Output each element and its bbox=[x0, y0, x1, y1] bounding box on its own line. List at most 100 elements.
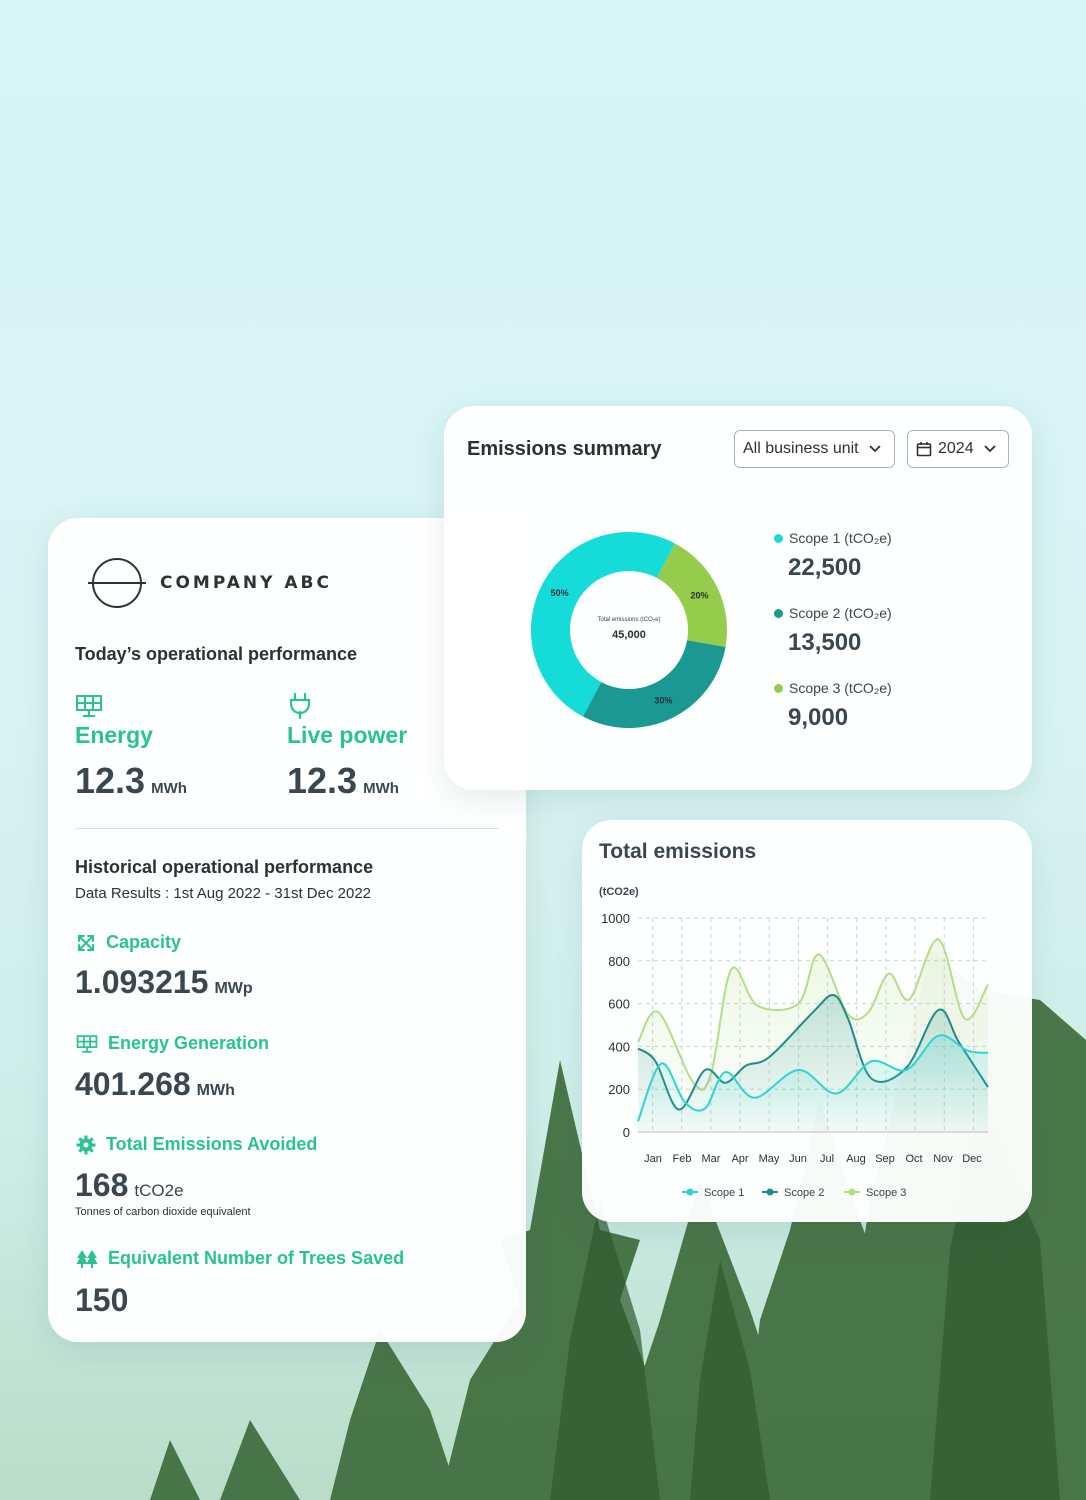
y-tick-label: 800 bbox=[608, 954, 630, 969]
x-tick-label: Jan bbox=[644, 1153, 662, 1165]
emissions-avoided-number: 168 bbox=[75, 1167, 129, 1203]
scope-1-value: 22,500 bbox=[788, 554, 862, 581]
company-logo: COMPANY ABC bbox=[88, 556, 332, 610]
legend-item-scope-2: Scope 2 bbox=[762, 1187, 824, 1199]
emissions-summary-title: Emissions summary bbox=[467, 438, 662, 460]
scope-3-label: Scope 3 (tCO₂e) bbox=[789, 680, 892, 696]
donut-slice-label: 50% bbox=[551, 588, 569, 598]
donut-slice-label: 20% bbox=[691, 591, 709, 601]
x-tick-label: Jul bbox=[820, 1153, 834, 1165]
energy-generation-label-row: Energy Generation bbox=[76, 1033, 269, 1054]
y-tick-label: 1000 bbox=[601, 911, 630, 926]
emissions-avoided-value: 168 tCO2e bbox=[75, 1167, 184, 1204]
energy-number: 12.3 bbox=[75, 760, 146, 801]
chevron-down-icon bbox=[983, 445, 996, 453]
capacity-unit: MWp bbox=[214, 980, 253, 997]
x-tick-label: Sep bbox=[875, 1153, 895, 1165]
series-line-scope-1 bbox=[637, 1034, 989, 1122]
x-tick-label: Apr bbox=[731, 1153, 748, 1165]
legend-item-scope-3: Scope 3 bbox=[844, 1187, 906, 1199]
scope-1-summary: Scope 1 (tCO₂e) 22,500 bbox=[774, 530, 892, 582]
company-logo-icon bbox=[88, 558, 146, 608]
scope-3-dot bbox=[774, 683, 783, 693]
y-tick-label: 400 bbox=[608, 1039, 630, 1054]
scope-2-summary: Scope 2 (tCO₂e) 13,500 bbox=[774, 605, 892, 657]
trees-icon bbox=[76, 1249, 98, 1268]
x-tick-label: Jun bbox=[789, 1153, 807, 1165]
scope-3-summary: Scope 3 (tCO₂e) 9,000 bbox=[774, 680, 892, 732]
x-tick-label: Feb bbox=[673, 1153, 692, 1165]
total-emissions-title: Total emissions bbox=[599, 840, 757, 863]
donut-center-label: Total emissions (tCO₂e) bbox=[597, 617, 660, 623]
legend-item-scope-1: Scope 1 bbox=[682, 1187, 744, 1199]
live-power-value: 12.3 MWh bbox=[287, 760, 399, 802]
gear-icon bbox=[76, 1135, 96, 1154]
today-performance-title: Today’s operational performance bbox=[75, 644, 358, 664]
donut-slice-scope-3 bbox=[656, 543, 727, 648]
legend-marker bbox=[766, 1188, 774, 1196]
emissions-avoided-label: Total Emissions Avoided bbox=[106, 1134, 318, 1154]
company-name: COMPANY ABC bbox=[160, 573, 332, 593]
solar-panel-icon bbox=[76, 695, 102, 717]
legend-label: Scope 1 bbox=[704, 1187, 744, 1199]
total-emissions-card: Total emissions (tCO2e) 0 200 400 600 800 1000… bbox=[582, 820, 1032, 1222]
data-results-range: Data Results : 1st Aug 2022 - 31st Dec 2… bbox=[75, 885, 372, 902]
donut-slice-scope-2 bbox=[582, 640, 726, 728]
energy-value: 12.3 MWh bbox=[75, 760, 187, 802]
legend-marker bbox=[848, 1188, 856, 1196]
historical-performance-title: Historical operational performance bbox=[75, 857, 374, 877]
calendar-icon bbox=[916, 442, 932, 457]
scope-2-label: Scope 2 (tCO₂e) bbox=[789, 605, 892, 621]
emissions-avoided-label-row: Total Emissions Avoided bbox=[76, 1134, 317, 1155]
series-area-scope-1 bbox=[638, 1035, 988, 1132]
x-tick-label: Mar bbox=[702, 1153, 721, 1165]
scope-1-dot bbox=[774, 533, 783, 543]
y-tick-label: 600 bbox=[608, 997, 630, 1012]
donut-slice-scope-1 bbox=[531, 532, 676, 717]
energy-unit: MWh bbox=[151, 780, 187, 797]
capacity-label-row: Capacity bbox=[76, 932, 181, 953]
emissions-avoided-note: Tonnes of carbon dioxide equivalent bbox=[75, 1206, 251, 1218]
energy-generation-number: 401.268 bbox=[75, 1066, 191, 1102]
trees-saved-label-row: Equivalent Number of Trees Saved bbox=[76, 1248, 404, 1269]
x-tick-label: Aug bbox=[846, 1153, 866, 1165]
expand-arrows-icon bbox=[78, 934, 94, 951]
x-tick-label: Oct bbox=[905, 1153, 922, 1165]
emissions-summary-card: Emissions summary All business unit 2024… bbox=[444, 406, 1032, 790]
chevron-down-icon bbox=[868, 445, 881, 453]
plug-icon bbox=[289, 692, 311, 720]
x-tick-label: May bbox=[759, 1153, 780, 1165]
capacity-value: 1.093215 MWp bbox=[75, 964, 253, 1001]
emissions-donut-chart: 50% 20% 30% Total emissions (tCO₂e) 45,000 bbox=[531, 532, 727, 728]
scope-1-label: Scope 1 (tCO₂e) bbox=[789, 530, 892, 546]
y-tick-label: 200 bbox=[608, 1082, 630, 1097]
y-tick-label: 0 bbox=[623, 1125, 630, 1140]
energy-generation-unit: MWh bbox=[196, 1082, 235, 1099]
section-divider bbox=[75, 828, 499, 829]
trees-saved-label: Equivalent Number of Trees Saved bbox=[108, 1248, 405, 1268]
solar-panel-icon bbox=[76, 1034, 98, 1053]
x-tick-label: Dec bbox=[962, 1153, 982, 1165]
live-power-number: 12.3 bbox=[287, 760, 358, 801]
legend-label: Scope 2 bbox=[784, 1187, 824, 1199]
emissions-avoided-unit: tCO2e bbox=[134, 1181, 184, 1200]
energy-generation-value: 401.268 MWh bbox=[75, 1066, 235, 1103]
total-emissions-line-chart: (tCO2e) 0 200 400 600 800 1000 Jan Feb Mar Apr May J… bbox=[599, 886, 989, 1199]
series-line-scope-2 bbox=[637, 994, 989, 1111]
energy-generation-label: Energy Generation bbox=[108, 1033, 270, 1053]
donut-center-value: 45,000 bbox=[612, 629, 646, 641]
business-unit-select[interactable]: All business unit bbox=[734, 430, 895, 468]
legend-label: Scope 3 bbox=[866, 1187, 906, 1199]
capacity-number: 1.093215 bbox=[75, 964, 209, 1000]
capacity-label: Capacity bbox=[106, 932, 182, 952]
year-value: 2024 bbox=[938, 440, 974, 457]
trees-saved-value: 150 bbox=[75, 1282, 129, 1318]
legend-marker bbox=[686, 1188, 694, 1196]
business-unit-value: All business unit bbox=[743, 440, 859, 457]
scope-2-dot bbox=[774, 608, 783, 618]
scope-3-value: 9,000 bbox=[788, 704, 849, 731]
donut-slice-label: 30% bbox=[654, 696, 672, 706]
year-select[interactable]: 2024 bbox=[907, 430, 1009, 468]
x-tick-label: Nov bbox=[933, 1153, 953, 1165]
